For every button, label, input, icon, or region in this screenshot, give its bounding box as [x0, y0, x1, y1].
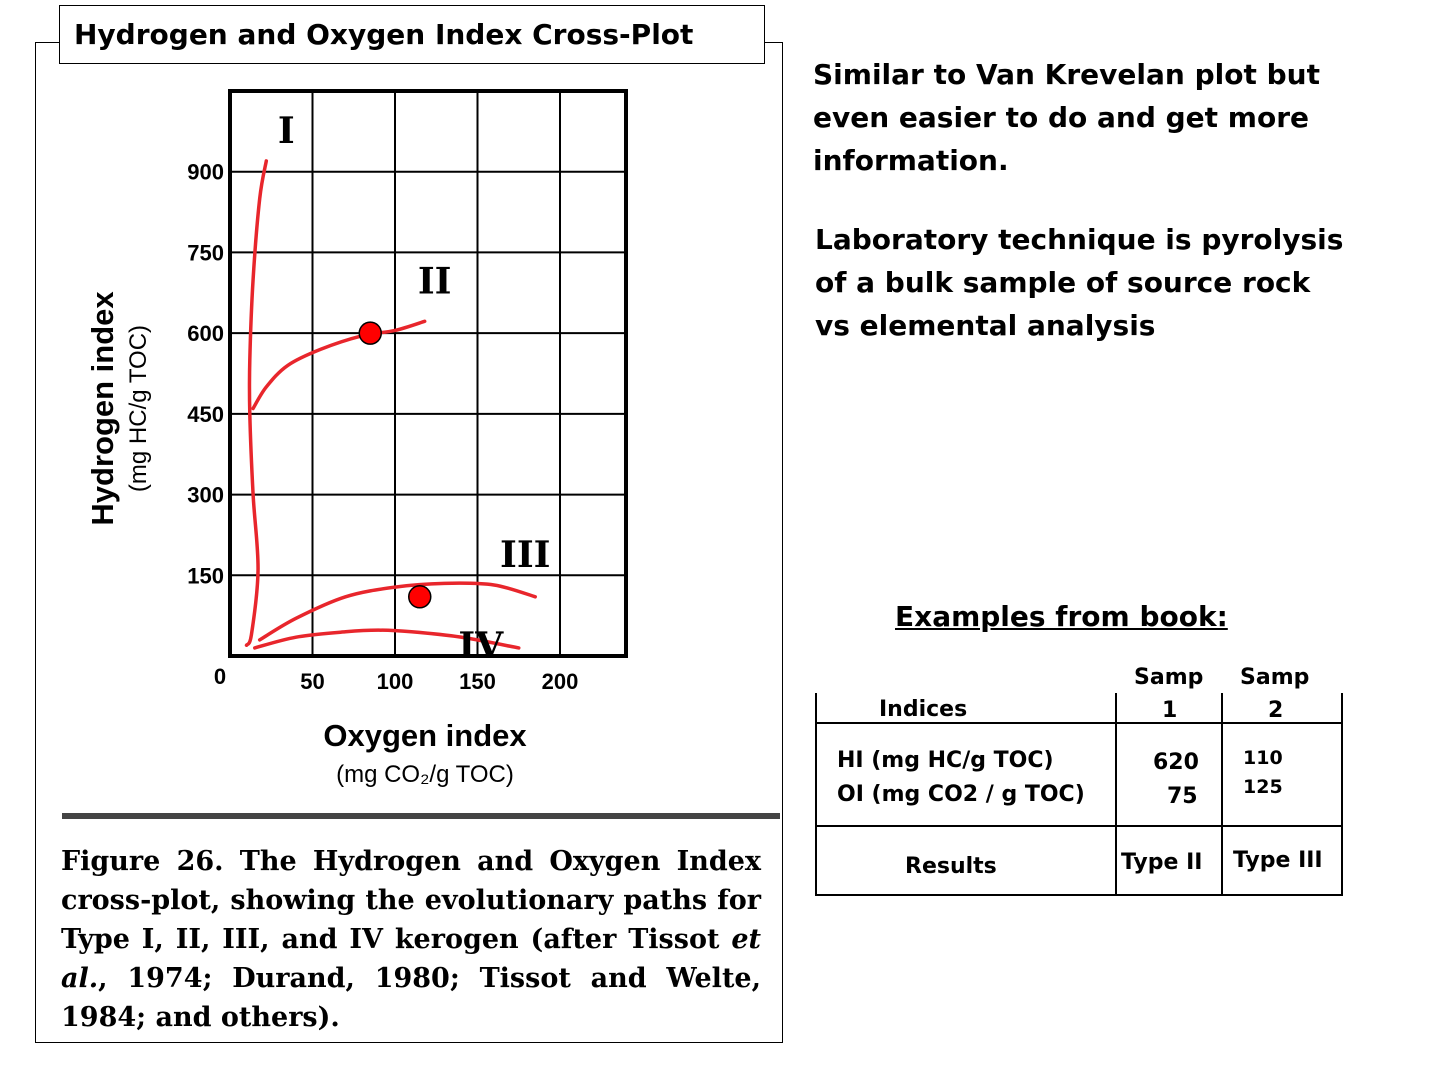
y-tick-label: 300	[187, 483, 224, 508]
result-samp2: Type III	[1233, 848, 1323, 873]
oi-samp2-value: 125	[1243, 776, 1283, 798]
hi-samp1-value: 620	[1153, 750, 1199, 775]
result-samp1: Type II	[1121, 850, 1203, 875]
y-tick-label: 600	[187, 321, 224, 346]
caption-part-1: Figure 26. The Hydrogen and Oxygen Index…	[61, 846, 761, 955]
header-samp1-top: Samp	[1134, 665, 1204, 690]
y-axis-unit: (mg HC/g TOC)	[125, 325, 152, 492]
row-hi-label: HI (mg HC/g TOC)	[837, 748, 1054, 773]
caption-part-2: , 1974; Durand, 1980; Tissot and Welte, …	[61, 963, 761, 1033]
figure-caption: Figure 26. The Hydrogen and Oxygen Index…	[61, 842, 761, 1037]
y-tick-label: 750	[187, 240, 224, 265]
note-line: even easier to do and get more	[813, 101, 1310, 134]
note-lab-technique: Laboratory technique is pyrolysis of a b…	[815, 218, 1343, 347]
examples-title: Examples from book:	[895, 600, 1228, 633]
x-tick-label: 100	[377, 669, 414, 694]
curve-type-I	[244, 159, 269, 647]
sample-marker	[358, 321, 382, 345]
note-line: Laboratory technique is pyrolysis	[815, 223, 1344, 256]
slide-title-box: Hydrogen and Oxygen Index Cross-Plot	[59, 5, 765, 64]
curve-label-IV: IV	[458, 625, 504, 667]
curve-label-I: I	[278, 110, 295, 152]
note-line: information.	[813, 144, 1009, 177]
row-oi-label: OI (mg CO2 / g TOC)	[837, 782, 1085, 807]
header-samp2-num: 2	[1268, 698, 1284, 723]
zero-tick-label: 0	[214, 664, 226, 689]
header-indices: Indices	[879, 697, 968, 722]
plot-border	[228, 89, 628, 658]
sample-marker	[408, 585, 432, 609]
table-border-col2	[1221, 693, 1223, 896]
header-samp2-top: Samp	[1240, 665, 1310, 690]
x-axis-unit: (mg CO₂/g TOC)	[336, 761, 514, 788]
x-axis-title: Oxygen index	[323, 718, 527, 753]
y-tick-label: 900	[187, 160, 224, 185]
note-line: Similar to Van Krevelan plot but	[813, 58, 1320, 91]
curve-type-II	[251, 319, 427, 411]
x-tick-label: 150	[459, 669, 496, 694]
y-tick-label: 150	[187, 563, 224, 588]
table-bottom-rule	[815, 894, 1343, 896]
x-tick-label: 200	[542, 669, 579, 694]
table-header-rule	[815, 722, 1343, 724]
y-axis-title: Hydrogen index	[85, 291, 120, 526]
y-tick-label: 450	[187, 402, 224, 427]
table-border-left	[815, 693, 817, 896]
x-tick-label: 50	[300, 669, 324, 694]
note-van-krevelen: Similar to Van Krevelan plot but even ea…	[813, 53, 1320, 182]
slide-title: Hydrogen and Oxygen Index Cross-Plot	[74, 18, 694, 51]
table-border-right	[1341, 693, 1343, 896]
table-mid-rule	[815, 825, 1343, 827]
header-samp1-num: 1	[1162, 698, 1178, 723]
table-border-col1	[1115, 693, 1117, 896]
curve-type-III	[257, 581, 537, 642]
oi-samp1-value: 75	[1167, 784, 1198, 809]
curve-label-II: II	[418, 260, 452, 302]
figure-frame	[35, 42, 783, 1043]
caption-et-al: et al.	[61, 924, 761, 994]
hi-samp2-value: 110	[1243, 747, 1283, 769]
figure-divider	[62, 813, 780, 819]
curve-label-III: III	[500, 534, 551, 576]
row-results-label: Results	[905, 854, 997, 879]
note-line: of a bulk sample of source rock	[815, 266, 1311, 299]
curve-type-IV	[253, 628, 521, 650]
note-line: vs elemental analysis	[815, 309, 1156, 342]
